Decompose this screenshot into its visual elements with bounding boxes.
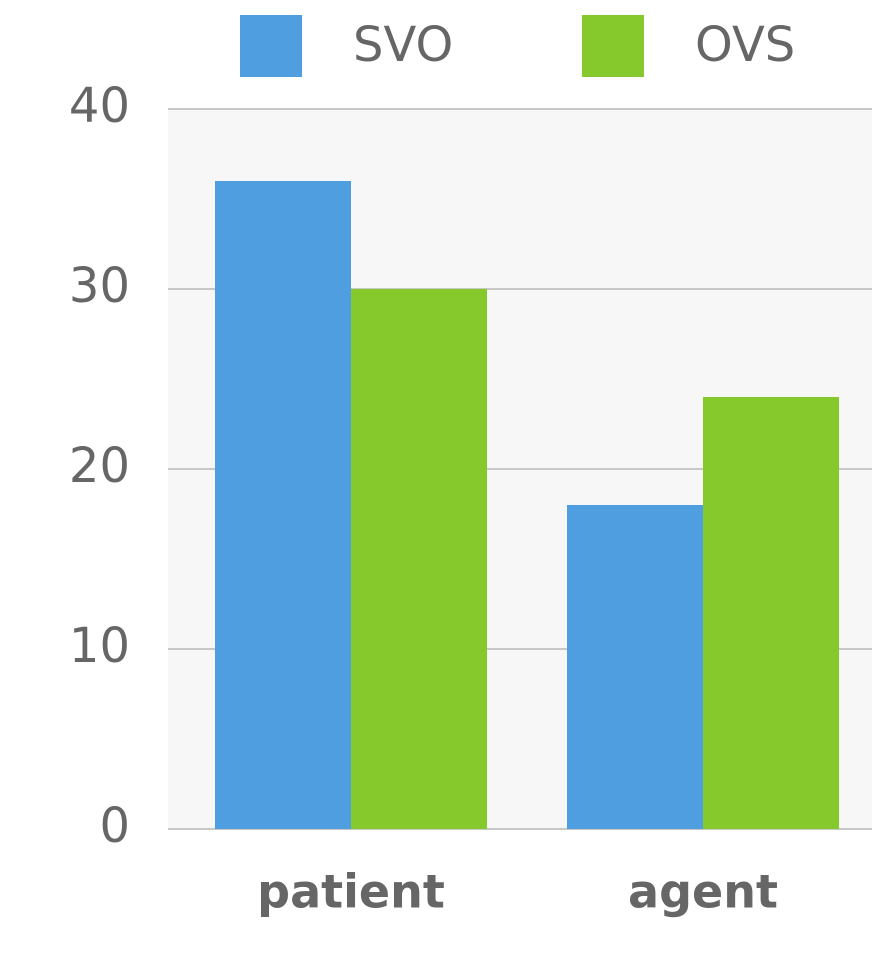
y-tick-label: 30: [69, 258, 130, 314]
x-tick-label: patient: [257, 865, 445, 919]
legend-label: SVO: [353, 17, 453, 73]
bar: [567, 505, 703, 829]
y-tick-label: 0: [99, 798, 130, 854]
bar: [703, 397, 839, 829]
y-tick-label: 20: [69, 438, 130, 494]
y-tick-label: 10: [69, 618, 130, 674]
bar: [215, 181, 351, 829]
y-tick-label: 40: [69, 78, 130, 134]
x-tick-label: agent: [628, 865, 778, 919]
bar: [351, 289, 487, 829]
legend-swatch: [582, 15, 644, 77]
legend-swatch: [240, 15, 302, 77]
legend-label: OVS: [695, 17, 795, 73]
